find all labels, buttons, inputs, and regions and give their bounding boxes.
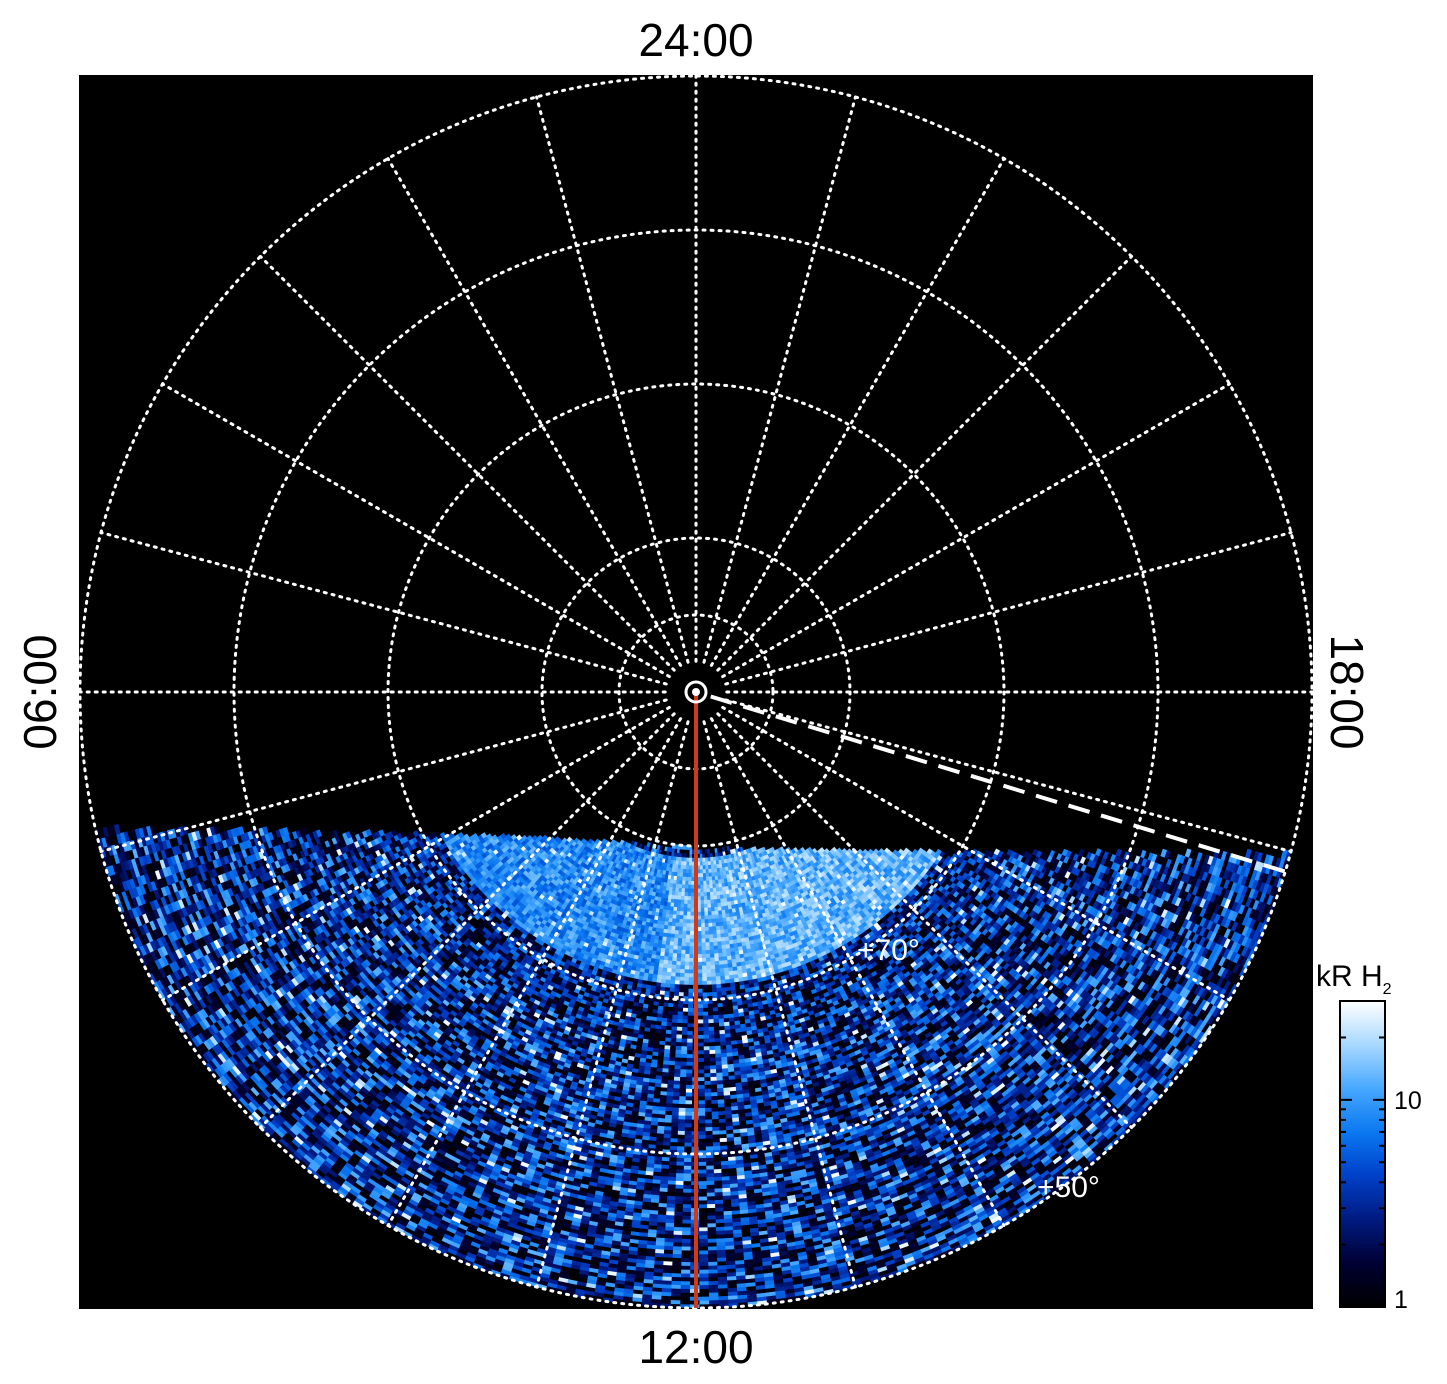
emission-layer <box>95 824 1292 1308</box>
